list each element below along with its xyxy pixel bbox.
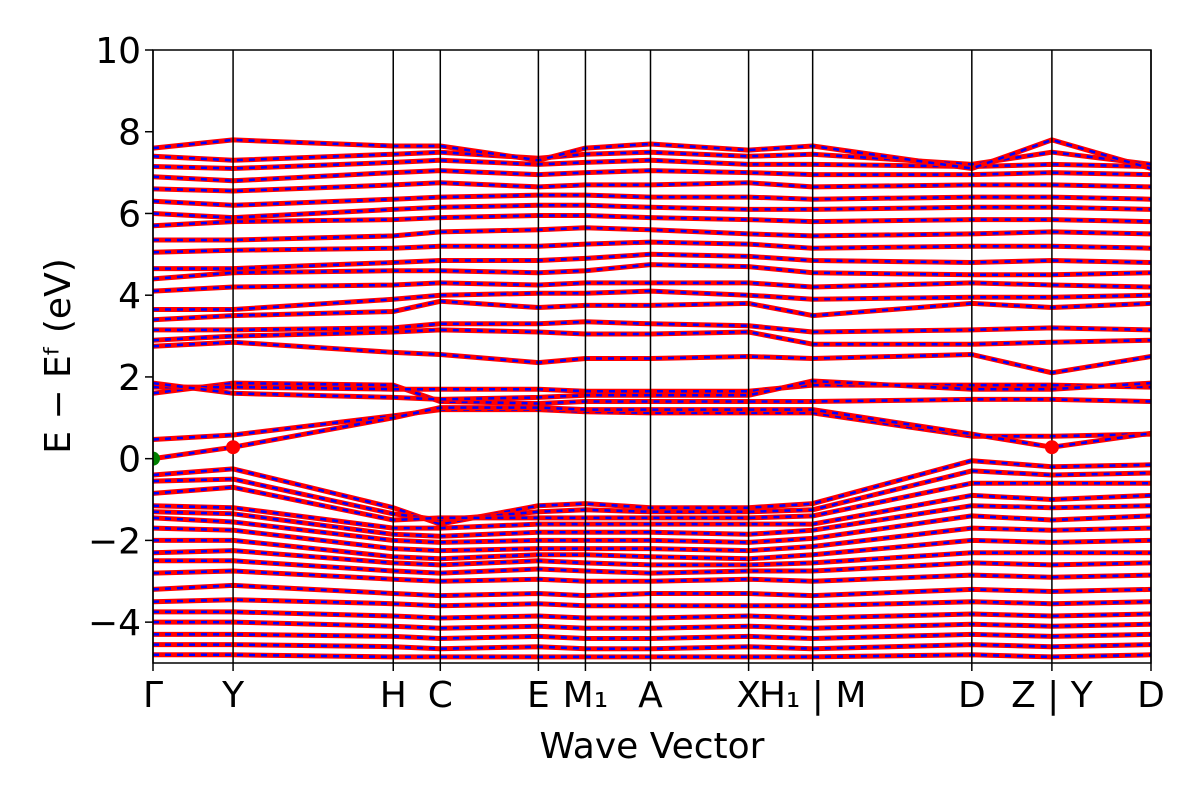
band-line-down — [153, 214, 1151, 227]
y-tick-label: 8 — [118, 113, 141, 154]
band-line-down — [153, 633, 1151, 640]
y-tick-label: 0 — [118, 440, 141, 481]
band-edge-markers — [153, 440, 1059, 466]
y-axis-ticks: −4 −2 0 2 4 6 8 10 — [88, 31, 153, 644]
band-line-down — [153, 539, 1151, 561]
y-tick-label: −4 — [88, 603, 141, 644]
band-line-down — [153, 406, 1151, 460]
band-line-down — [153, 559, 1151, 575]
x-tick-label: A — [638, 675, 663, 716]
band-line-up — [153, 525, 1151, 554]
band-line-down — [153, 584, 1151, 597]
band-line-down — [153, 240, 1151, 254]
band-line-down — [153, 340, 1151, 375]
x-tick-label: M₁ — [563, 675, 609, 716]
band-line-down — [153, 204, 1151, 219]
band-line-up — [153, 378, 1151, 402]
band-line-down — [153, 253, 1151, 270]
y-tick-label: −2 — [88, 521, 141, 562]
band-line-down — [153, 598, 1151, 608]
x-tick-label: Z | Y — [1011, 675, 1094, 716]
band-line-down — [153, 569, 1151, 583]
band-line-up — [153, 492, 1151, 531]
band-line-down — [153, 169, 1151, 183]
band-line-down — [153, 328, 1151, 346]
band-line-down — [153, 281, 1151, 293]
y-axis-title: E − Eᶠ (eV) — [38, 258, 79, 454]
band-line-down — [153, 226, 1151, 242]
band-line-down — [153, 643, 1151, 650]
band-line-down — [153, 459, 1151, 526]
band-line-down — [153, 610, 1151, 620]
band-line-down — [153, 653, 1151, 659]
x-tick-label: D — [1137, 675, 1165, 716]
band-line-down — [153, 320, 1151, 334]
band-line-down — [153, 383, 1151, 393]
y-tick-label: 6 — [118, 194, 141, 235]
x-tick-label: Y — [221, 675, 245, 716]
band-line-up — [153, 298, 1151, 323]
plot-frame — [152, 49, 1152, 664]
band-edge-marker — [153, 451, 160, 466]
bands-layer — [153, 137, 1151, 660]
band-line-down — [153, 289, 1151, 311]
x-axis-title: Wave Vector — [540, 726, 765, 767]
band-line-down — [153, 181, 1151, 193]
band-line-down — [153, 193, 1151, 207]
band-line-down — [153, 481, 1151, 522]
band-line-up — [153, 503, 1151, 539]
band-line-down — [153, 138, 1151, 170]
x-tick-label: Γ — [143, 675, 163, 716]
y-tick-label: 10 — [95, 31, 141, 72]
band-line-down — [153, 381, 1151, 405]
x-tick-label: E — [527, 675, 550, 716]
band-line-down — [153, 620, 1151, 630]
x-tick-label: D — [958, 675, 986, 716]
x-axis-ticks: Γ Y H C E M₁ A XH₁ | M D Z | Y D — [143, 663, 1165, 716]
band-edge-marker — [226, 440, 241, 455]
x-tick-label: H — [380, 675, 407, 716]
band-line-down — [153, 263, 1151, 281]
band-line-up — [153, 513, 1151, 545]
band-line-down — [153, 469, 1151, 522]
x-tick-label: C — [428, 675, 453, 716]
y-tick-label: 2 — [118, 358, 141, 399]
band-edge-marker — [1044, 440, 1059, 455]
x-tick-label: X — [736, 675, 761, 716]
x-tick-label: H₁ | M — [759, 675, 867, 716]
y-tick-label: 4 — [118, 276, 141, 317]
band-line-down — [153, 549, 1151, 567]
